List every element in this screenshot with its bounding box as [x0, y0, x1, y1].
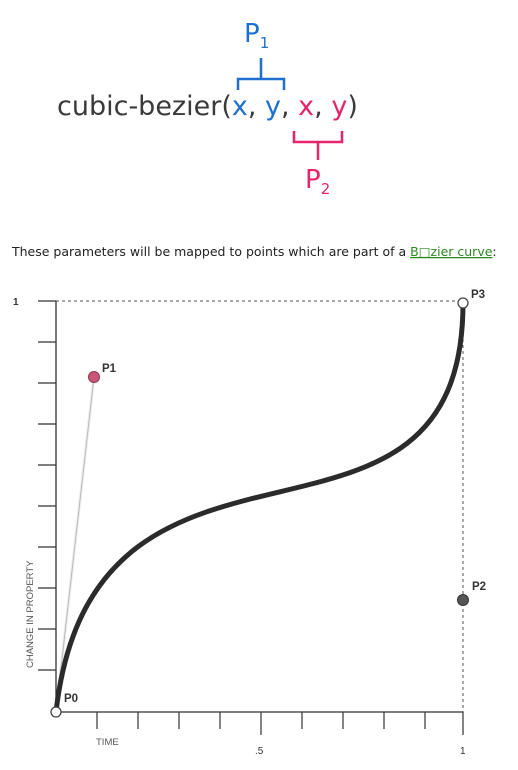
p1-bracket — [236, 58, 286, 90]
p0-label: P0 — [64, 693, 78, 705]
description-after: : — [492, 244, 496, 259]
function-closing: ) — [347, 91, 358, 122]
cubic-bezier-function: cubic-bezier(x, y, x, y) — [57, 91, 358, 122]
p0-p1-handle-shadow — [54, 376, 96, 713]
arg-y1: y — [265, 91, 281, 122]
arg-x2: x — [298, 91, 314, 122]
p1-point[interactable] — [88, 371, 100, 383]
arg-x1: x — [232, 91, 248, 122]
bezier-curve — [53, 300, 466, 715]
separator-3: , — [314, 91, 331, 122]
description-text: These parameters will be mapped to point… — [11, 244, 497, 259]
p2-bracket — [292, 131, 344, 160]
separator-2: , — [281, 91, 298, 122]
p2-label: P2 — [472, 581, 486, 593]
cubic-bezier-header: P1 cubic-bezier(x, y, x, y) P2 — [57, 19, 358, 198]
p1-label: P1 — [102, 363, 117, 375]
function-prefix: cubic-bezier( — [57, 91, 232, 122]
y-ticks — [38, 300, 56, 671]
description-before: These parameters will be mapped to point… — [11, 244, 410, 259]
x-mid-tick-label: .5 — [255, 746, 264, 757]
p1-header-subscript: 1 — [260, 34, 270, 52]
p2-header-subscript: 2 — [321, 180, 331, 198]
p1-header-label: P1 — [244, 19, 269, 52]
y-axis-label: CHANGE IN PROPERTY — [25, 560, 36, 668]
bezier-link[interactable]: B□zier curve — [410, 244, 493, 259]
separator-1: , — [248, 91, 265, 122]
x-ticks — [96, 712, 464, 735]
p0-point[interactable] — [50, 706, 62, 718]
arg-y2: y — [331, 91, 347, 122]
p3-label: P3 — [471, 289, 485, 301]
y-top-tick-label: 1 — [13, 297, 19, 308]
x-axis-label: TIME — [96, 737, 119, 748]
p2-header-label: P2 — [305, 165, 330, 198]
bezier-graph: 1 .5 1 TIME CHANGE IN PROPERTY P0 P1 P2 … — [13, 289, 486, 757]
x-end-tick-label: 1 — [460, 746, 466, 757]
p3-point[interactable] — [457, 297, 469, 309]
p2-point[interactable] — [457, 594, 469, 606]
